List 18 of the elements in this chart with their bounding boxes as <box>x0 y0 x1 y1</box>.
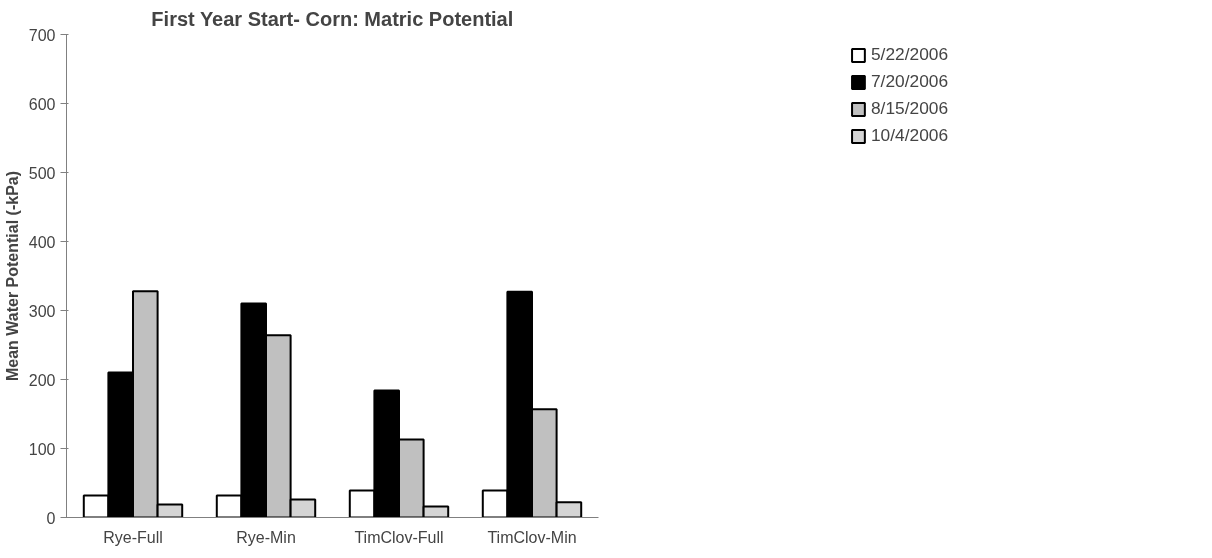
y-tick-label: 600 <box>28 95 56 113</box>
x-tick-label: Rye-Full <box>103 528 163 546</box>
legend-label: 10/4/2006 <box>870 125 949 146</box>
x-tick-label: TimClov-Full <box>354 528 444 546</box>
y-tick-label: 700 <box>28 26 56 44</box>
legend-label: 5/22/2006 <box>870 44 949 65</box>
chart-title: First Year Start- Corn: Matric Potential <box>151 7 514 30</box>
y-tick-label: 100 <box>28 440 56 458</box>
y-tick-label: 300 <box>28 302 56 320</box>
x-tick-label: Rye-Min <box>236 528 296 546</box>
y-tick-label: 500 <box>28 164 56 182</box>
y-tick-label: 400 <box>28 233 56 251</box>
y-tick-label: 200 <box>28 371 56 389</box>
legend-label: 7/20/2006 <box>870 71 949 92</box>
x-tick-label: TimClov-Min <box>487 528 577 546</box>
legend-label: 8/15/2006 <box>870 98 949 119</box>
y-axis-title: Mean Water Potential (-kPa) <box>3 170 21 382</box>
y-tick-label: 0 <box>46 509 56 527</box>
